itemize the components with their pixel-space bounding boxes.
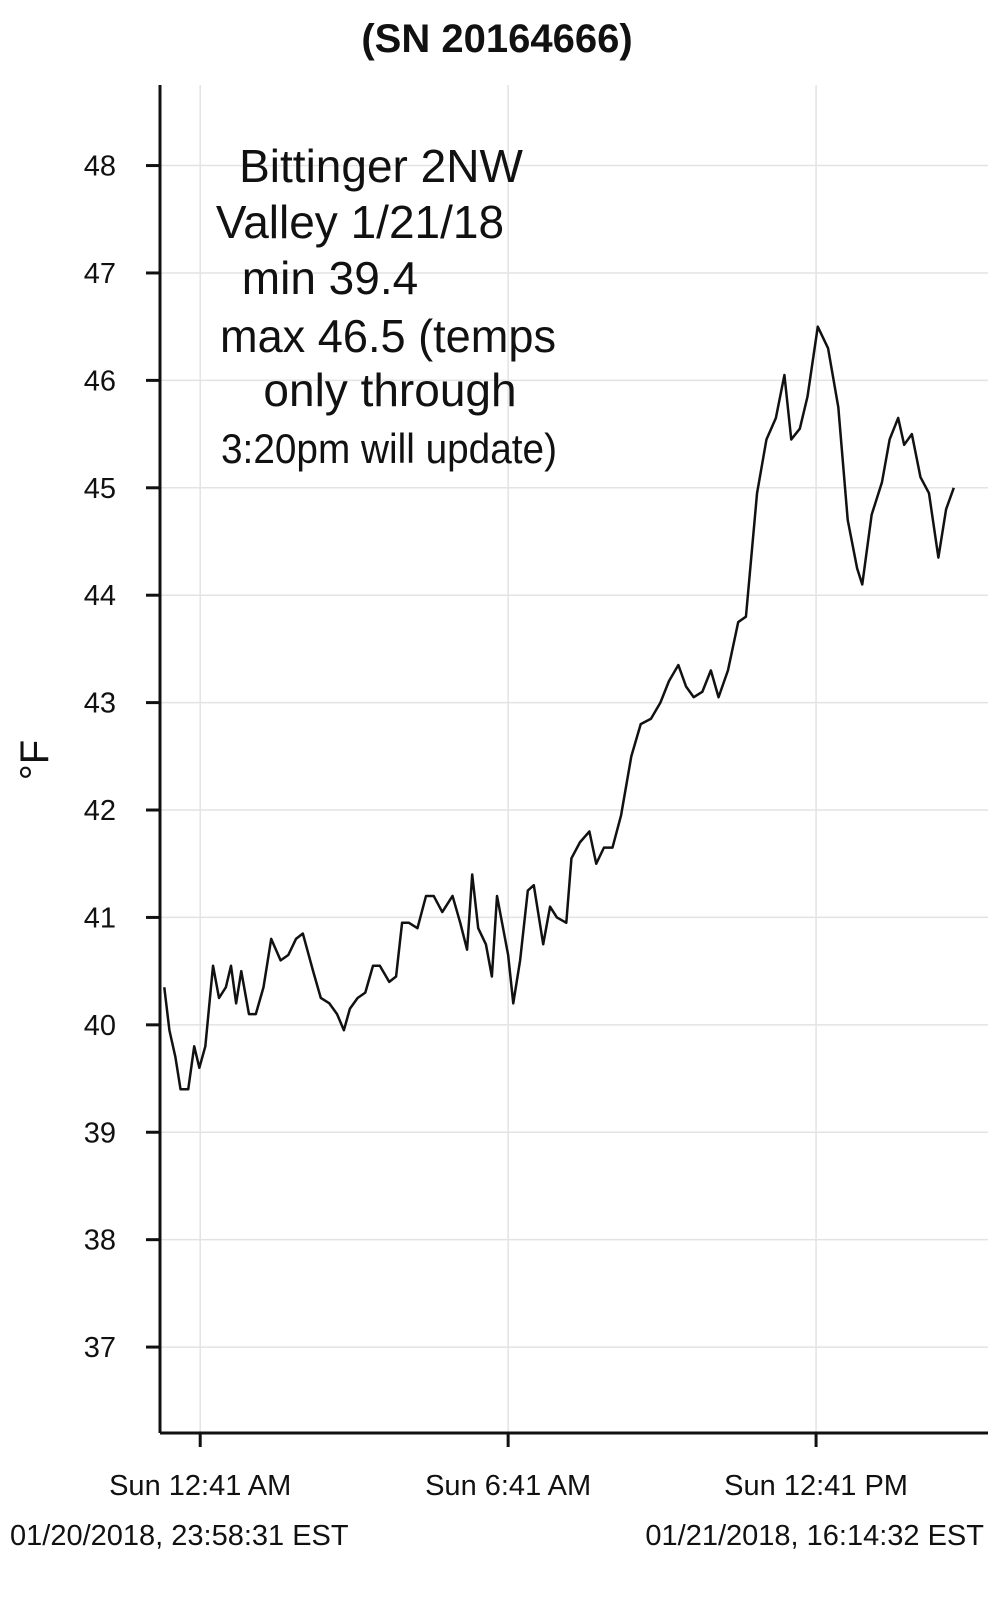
y-tick-label: 43 — [84, 688, 116, 720]
end-time: 01/21/2018, 16:14:32 EST — [645, 1520, 984, 1552]
y-tick-label: 47 — [84, 258, 116, 290]
y-tick-label: 38 — [84, 1225, 116, 1257]
annotation: Valley 1/21/18 — [216, 196, 504, 248]
y-tick-label: 39 — [84, 1117, 116, 1149]
x-tick-label: Sun 12:41 AM — [109, 1470, 291, 1502]
y-tick-label: 48 — [84, 151, 116, 183]
x-tick-label: Sun 12:41 PM — [724, 1470, 908, 1502]
y-tick-label: 41 — [84, 902, 116, 934]
y-tick-label: 40 — [84, 1010, 116, 1042]
annotation: max 46.5 (temps — [220, 310, 556, 362]
y-axis-label: °F — [13, 740, 57, 780]
data-line — [163, 325, 955, 1091]
annotation: Bittinger 2NW — [239, 140, 523, 192]
annotation: 3:20pm will update) — [221, 425, 557, 472]
y-tick-label: 45 — [84, 473, 116, 505]
annotation: min 39.4 — [242, 252, 418, 304]
y-tick-label: 46 — [84, 365, 116, 397]
start-time: 01/20/2018, 23:58:31 EST — [10, 1520, 349, 1552]
plot-area: 37 38 39 40 41 42 43 44 45 46 47 48 Sun 12:41 AM Sun … — [84, 85, 988, 1502]
x-tick-label: Sun 6:41 AM — [425, 1470, 591, 1502]
chart-title: (SN 20164666) — [361, 17, 632, 61]
annotation: only through — [263, 364, 516, 416]
y-tick-label: 42 — [84, 795, 116, 827]
y-tick-label: 37 — [84, 1332, 116, 1364]
y-tick-label: 44 — [84, 580, 116, 612]
